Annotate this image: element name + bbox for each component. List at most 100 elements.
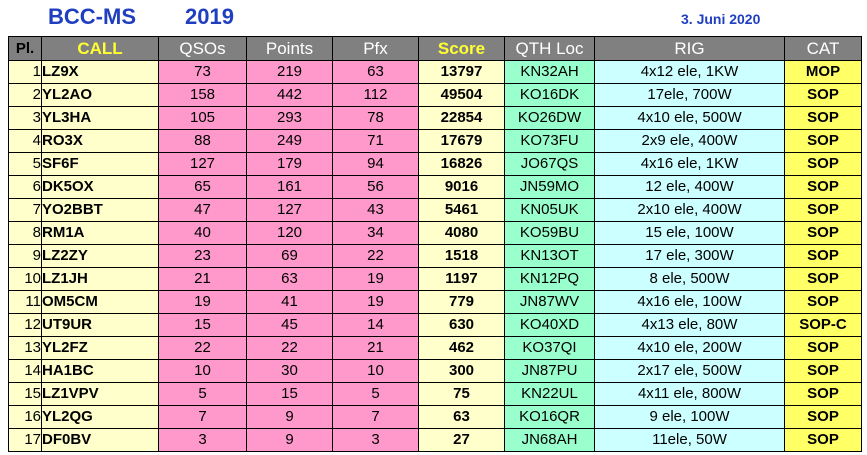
cell-pfx: 5 bbox=[332, 382, 419, 406]
cell-qsos: 21 bbox=[158, 267, 247, 291]
table-row: 16 YL2QG 7 9 7 63 KO16QR 9 ele, 100W SOP bbox=[8, 405, 862, 429]
cell-qth: KO26DW bbox=[504, 106, 595, 130]
cell-call: OM5CM bbox=[41, 290, 159, 314]
cell-score: 63 bbox=[418, 405, 505, 429]
cell-score: 779 bbox=[418, 290, 505, 314]
cell-rig: 4x12 ele, 1KW bbox=[594, 60, 785, 84]
cell-qth: JN87WV bbox=[504, 290, 595, 314]
cell-score: 75 bbox=[418, 382, 505, 406]
table-header-row: Pl. CALL QSOs Points Pfx Score QTH Loc R… bbox=[8, 36, 862, 61]
cell-call: DF0BV bbox=[41, 428, 159, 452]
cell-points: 63 bbox=[246, 267, 333, 291]
cell-call: YL2FZ bbox=[41, 336, 159, 360]
cell-cat: MOP bbox=[784, 60, 862, 84]
cell-call: RM1A bbox=[41, 221, 159, 245]
cell-qth: KO73FU bbox=[504, 129, 595, 153]
cell-call: LZ2ZY bbox=[41, 244, 159, 268]
cell-cat: SOP bbox=[784, 428, 862, 452]
cell-place: 11 bbox=[8, 290, 42, 314]
table-row: 3 YL3HA 105 293 78 22854 KO26DW 4x10 ele, 500W S… bbox=[8, 106, 862, 130]
cell-call: SF6F bbox=[41, 152, 159, 176]
cell-pfx: 21 bbox=[332, 336, 419, 360]
cell-place: 5 bbox=[8, 152, 42, 176]
table-row: 17 DF0BV 3 9 3 27 JN68AH 11ele, 50W SOP bbox=[8, 428, 862, 452]
cell-call: YL2QG bbox=[41, 405, 159, 429]
table-row: 11 OM5CM 19 41 19 779 JN87WV 4x16 ele, 100W SOP bbox=[8, 290, 862, 314]
table-row: 15 LZ1VPV 5 15 5 75 KN22UL 4x11 ele, 800W SOP bbox=[8, 382, 862, 406]
cell-points: 30 bbox=[246, 359, 333, 383]
cell-place: 17 bbox=[8, 428, 42, 452]
cell-score: 16826 bbox=[418, 152, 505, 176]
cell-cat: SOP bbox=[784, 405, 862, 429]
cell-score: 5461 bbox=[418, 198, 505, 222]
cell-score: 13797 bbox=[418, 60, 505, 84]
cell-score: 22854 bbox=[418, 106, 505, 130]
cell-rig: 4x11 ele, 800W bbox=[594, 382, 785, 406]
cell-pfx: 94 bbox=[332, 152, 419, 176]
cell-qsos: 22 bbox=[158, 336, 247, 360]
cell-qsos: 47 bbox=[158, 198, 247, 222]
cell-cat: SOP bbox=[784, 290, 862, 314]
cell-cat: SOP bbox=[784, 129, 862, 153]
cell-qth: KN05UK bbox=[504, 198, 595, 222]
cell-place: 15 bbox=[8, 382, 42, 406]
cell-points: 45 bbox=[246, 313, 333, 337]
page-title: BCC-MS bbox=[48, 4, 136, 29]
cell-place: 8 bbox=[8, 221, 42, 245]
contest-year: 2019 bbox=[185, 4, 234, 29]
results-table: Pl. CALL QSOs Points Pfx Score QTH Loc R… bbox=[8, 36, 862, 452]
cell-call: RO3X bbox=[41, 129, 159, 153]
cell-qsos: 65 bbox=[158, 175, 247, 199]
cell-place: 14 bbox=[8, 359, 42, 383]
cell-cat: SOP bbox=[784, 83, 862, 107]
col-header-points: Points bbox=[246, 36, 333, 61]
cell-call: YL3HA bbox=[41, 106, 159, 130]
cell-points: 161 bbox=[246, 175, 333, 199]
cell-rig: 17 ele, 300W bbox=[594, 244, 785, 268]
cell-place: 6 bbox=[8, 175, 42, 199]
cell-qth: KN12PQ bbox=[504, 267, 595, 291]
cell-cat: SOP bbox=[784, 382, 862, 406]
cell-qth: KN13OT bbox=[504, 244, 595, 268]
cell-cat: SOP bbox=[784, 336, 862, 360]
cell-cat: SOP bbox=[784, 152, 862, 176]
cell-call: LZ9X bbox=[41, 60, 159, 84]
cell-score: 49504 bbox=[418, 83, 505, 107]
cell-pfx: 112 bbox=[332, 83, 419, 107]
cell-cat: SOP bbox=[784, 175, 862, 199]
cell-pfx: 7 bbox=[332, 405, 419, 429]
cell-cat: SOP bbox=[784, 106, 862, 130]
cell-qth: JN87PU bbox=[504, 359, 595, 383]
cell-place: 16 bbox=[8, 405, 42, 429]
cell-score: 17679 bbox=[418, 129, 505, 153]
table-row: 4 RO3X 88 249 71 17679 KO73FU 2x9 ele, 400W SOP bbox=[8, 129, 862, 153]
col-header-call: CALL bbox=[41, 36, 159, 61]
table-row: 8 RM1A 40 120 34 4080 KO59BU 15 ele, 100W SOP bbox=[8, 221, 862, 245]
cell-qsos: 3 bbox=[158, 428, 247, 452]
cell-call: YO2BBT bbox=[41, 198, 159, 222]
cell-qth: JO67QS bbox=[504, 152, 595, 176]
table-row: 9 LZ2ZY 23 69 22 1518 KN13OT 17 ele, 300W SOP bbox=[8, 244, 862, 268]
table-row: 6 DK5OX 65 161 56 9016 JN59MO 12 ele, 400W SOP bbox=[8, 175, 862, 199]
cell-points: 293 bbox=[246, 106, 333, 130]
cell-rig: 8 ele, 500W bbox=[594, 267, 785, 291]
cell-qsos: 127 bbox=[158, 152, 247, 176]
col-header-place: Pl. bbox=[8, 36, 42, 61]
col-header-qsos: QSOs bbox=[158, 36, 247, 61]
cell-rig: 9 ele, 100W bbox=[594, 405, 785, 429]
cell-points: 15 bbox=[246, 382, 333, 406]
cell-score: 300 bbox=[418, 359, 505, 383]
cell-rig: 4x13 ele, 80W bbox=[594, 313, 785, 337]
cell-pfx: 22 bbox=[332, 244, 419, 268]
table-row: 1 LZ9X 73 219 63 13797 KN32AH 4x12 ele, 1KW MOP bbox=[8, 60, 862, 84]
cell-place: 12 bbox=[8, 313, 42, 337]
cell-rig: 4x10 ele, 200W bbox=[594, 336, 785, 360]
cell-points: 41 bbox=[246, 290, 333, 314]
cell-qth: KN22UL bbox=[504, 382, 595, 406]
cell-points: 249 bbox=[246, 129, 333, 153]
cell-points: 127 bbox=[246, 198, 333, 222]
cell-pfx: 10 bbox=[332, 359, 419, 383]
cell-qsos: 105 bbox=[158, 106, 247, 130]
table-row: 2 YL2AO 158 442 112 49504 KO16DK 17ele, 700W SOP bbox=[8, 83, 862, 107]
cell-call: DK5OX bbox=[41, 175, 159, 199]
